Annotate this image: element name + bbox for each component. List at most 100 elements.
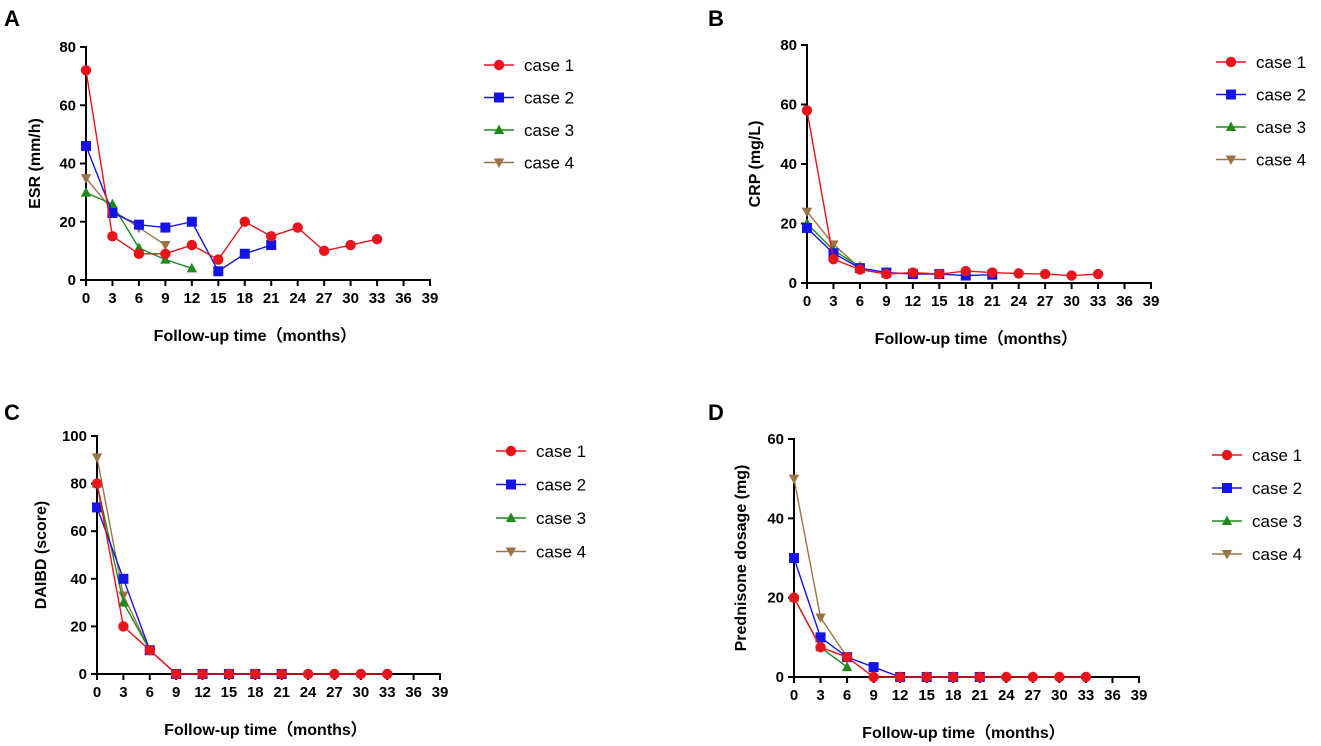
data-point: [292, 222, 303, 233]
data-point: [355, 668, 367, 680]
data-point: [118, 621, 129, 632]
x-tick-label: 18: [945, 687, 962, 704]
legend: case 1 case 2 case 3 case 4: [484, 56, 574, 173]
data-point: [91, 478, 103, 489]
data-point: [1013, 268, 1024, 279]
legend-label: case 4: [536, 543, 586, 562]
data-point: [160, 248, 171, 259]
legend-marker: [505, 445, 517, 457]
x-tick-label: 9: [161, 290, 169, 307]
legend-item-case-1: case 1: [484, 56, 574, 75]
x-tick-label: 18: [957, 293, 974, 310]
x-tick-label: 9: [172, 684, 180, 701]
x-tick-label: 33: [1078, 687, 1095, 704]
legend-marker: [1225, 155, 1237, 165]
x-tick-label: 24: [300, 684, 317, 701]
series-line-case-1: [793, 597, 1086, 678]
data-point: [974, 671, 985, 683]
data-point: [854, 264, 866, 275]
data-point: [894, 671, 906, 683]
y-tick-label: 0: [789, 275, 797, 292]
y-tick-label: 20: [59, 214, 76, 231]
data-point: [197, 668, 208, 680]
x-tick-label: 18: [236, 290, 253, 307]
legend-item-case-1: case 1: [496, 442, 586, 461]
data-point: [960, 265, 971, 277]
series-case-4: [80, 174, 171, 251]
data-point: [802, 222, 812, 233]
y-tick-label: 20: [767, 590, 784, 607]
series-case-1: [80, 65, 383, 265]
legend: case 1 case 2 case 3 case 4: [1216, 53, 1306, 170]
data-point: [318, 245, 330, 257]
data-point: [186, 216, 197, 227]
data-point: [239, 216, 250, 227]
x-tick-label: 15: [221, 684, 238, 701]
data-point: [868, 662, 879, 673]
legend-label: case 1: [1252, 446, 1302, 465]
legend-marker: [506, 479, 516, 490]
y-tick-label: 40: [70, 571, 87, 588]
data-point: [789, 553, 799, 563]
x-tick-label: 21: [984, 293, 1001, 310]
x-axis-label: Follow-up time（months）: [875, 330, 1078, 348]
legend-item-case-3: case 3: [1212, 512, 1302, 531]
series-line-case-4: [85, 177, 166, 246]
x-tick-label: 30: [1051, 687, 1068, 704]
y-tick-label: 40: [780, 156, 797, 173]
data-point: [118, 573, 129, 584]
data-point: [801, 207, 813, 218]
legend-label: case 4: [524, 154, 574, 173]
legend-item-case-2: case 2: [1212, 479, 1302, 498]
y-tick-label: 20: [70, 618, 87, 635]
legend-marker: [1226, 89, 1236, 100]
legend-marker: [505, 547, 517, 557]
x-tick-label: 27: [1037, 293, 1054, 310]
legend-item-case-3: case 3: [496, 509, 586, 528]
x-tick-label: 36: [395, 290, 412, 307]
x-tick-label: 27: [316, 290, 333, 307]
x-tick-label: 9: [882, 293, 890, 310]
legend-label: case 3: [1256, 118, 1306, 137]
data-point: [250, 668, 261, 680]
data-point: [239, 248, 250, 259]
data-point: [91, 453, 103, 463]
series-line-case-2: [96, 507, 282, 675]
series-line-case-1: [85, 70, 378, 261]
legend-marker: [493, 158, 505, 168]
data-point: [788, 592, 800, 603]
x-tick-label: 36: [1104, 687, 1121, 704]
x-tick-label: 36: [405, 684, 422, 701]
data-point: [815, 642, 826, 653]
data-point: [118, 597, 129, 607]
series-line-case-1: [806, 110, 1099, 277]
series-case-1: [788, 592, 1092, 683]
x-tick-label: 21: [273, 684, 290, 701]
x-axis-label: Follow-up time（months）: [164, 721, 367, 739]
x-tick-label: 6: [856, 293, 864, 310]
data-point: [1039, 268, 1051, 280]
y-tick-label: 60: [59, 97, 76, 114]
legend-label: case 1: [524, 56, 574, 75]
series-line-case-4: [793, 478, 848, 658]
legend-label: case 2: [536, 476, 586, 495]
x-tick-label: 6: [135, 290, 143, 307]
x-tick-label: 33: [379, 684, 396, 701]
y-axis-label: DAIBD (score): [33, 501, 50, 609]
y-axis-label: ESR (mm/h): [27, 118, 44, 209]
x-tick-label: 12: [184, 290, 201, 307]
x-tick-label: 30: [353, 684, 370, 701]
x-tick-label: 36: [1116, 293, 1133, 310]
legend-item-case-3: case 3: [1216, 118, 1306, 137]
data-point: [934, 268, 945, 280]
y-tick-label: 0: [776, 669, 784, 686]
data-point: [801, 105, 813, 116]
legend-label: case 3: [1252, 512, 1302, 531]
data-point: [266, 240, 277, 251]
x-tick-label: 30: [1063, 293, 1080, 310]
data-point: [92, 502, 102, 513]
x-tick-label: 6: [843, 687, 851, 704]
legend-marker: [1222, 483, 1232, 493]
x-tick-label: 24: [1010, 293, 1027, 310]
